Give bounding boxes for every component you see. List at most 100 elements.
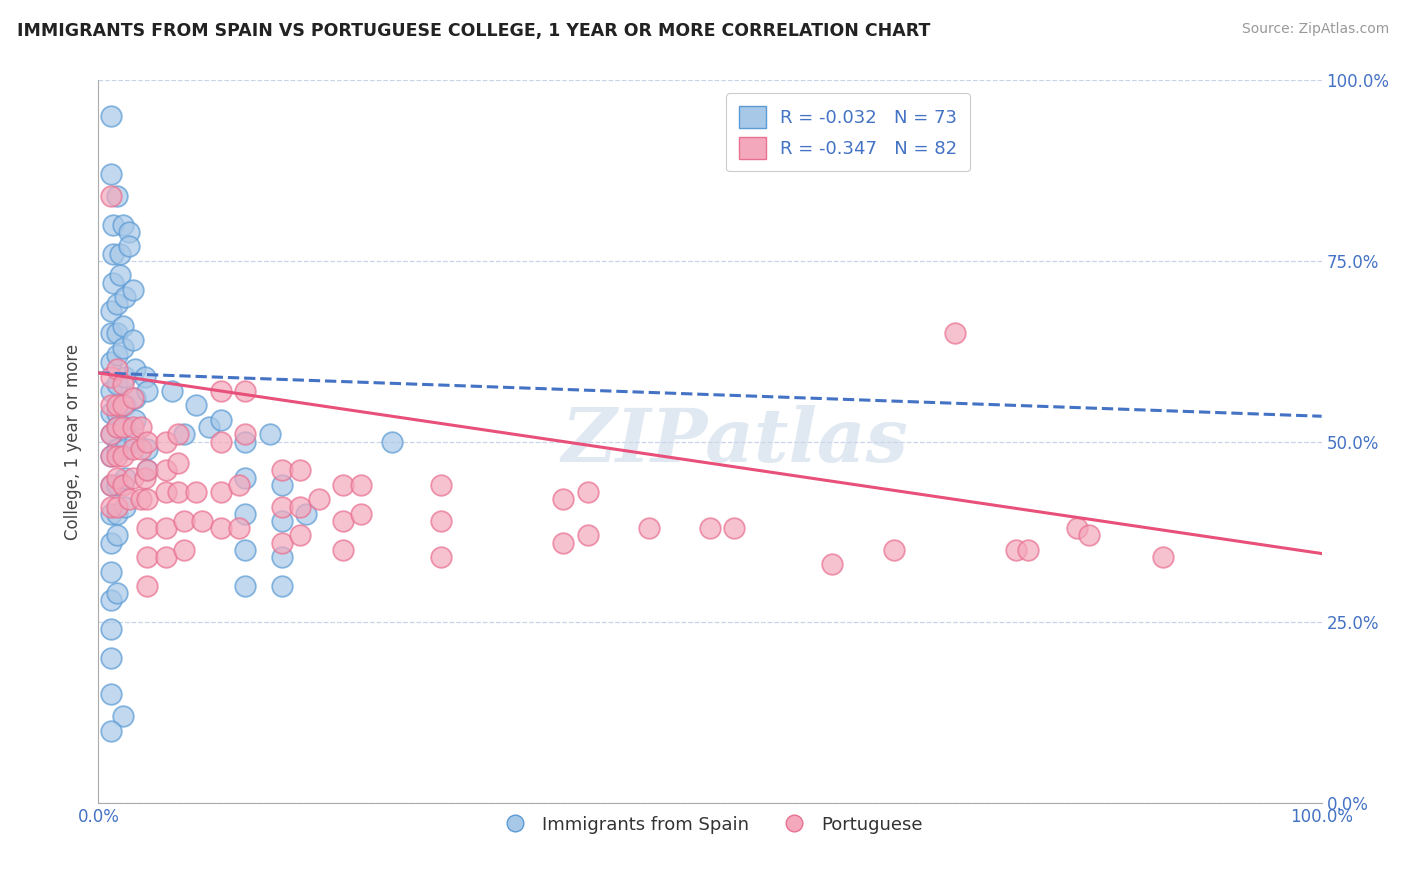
Point [136, 521, 159, 535]
Point [100, 427, 122, 442]
Point [270, 500, 294, 514]
Point [100, 687, 122, 701]
Point [100, 369, 122, 384]
Point [105, 362, 128, 376]
Point [121, 442, 143, 456]
Point [290, 463, 312, 477]
Point [233, 579, 256, 593]
Point [209, 485, 232, 500]
Point [105, 449, 128, 463]
Point [136, 463, 159, 477]
Point [332, 542, 354, 557]
Point [105, 348, 128, 362]
Point [110, 246, 132, 260]
Point [111, 449, 134, 463]
Point [118, 492, 141, 507]
Point [100, 593, 122, 607]
Point [100, 535, 122, 549]
Point [723, 521, 745, 535]
Point [155, 485, 177, 500]
Point [350, 478, 373, 492]
Point [124, 434, 146, 449]
Point [136, 492, 159, 507]
Point [105, 420, 128, 434]
Point [105, 500, 128, 514]
Point [100, 326, 122, 340]
Point [160, 384, 183, 398]
Point [155, 550, 177, 565]
Point [821, 558, 844, 572]
Text: Source: ZipAtlas.com: Source: ZipAtlas.com [1241, 22, 1389, 37]
Point [332, 514, 354, 528]
Point [100, 723, 122, 738]
Point [100, 478, 122, 492]
Point [100, 478, 122, 492]
Point [883, 542, 905, 557]
Point [134, 369, 156, 384]
Point [105, 420, 128, 434]
Point [111, 709, 134, 723]
Point [637, 521, 661, 535]
Point [101, 246, 124, 260]
Point [100, 449, 122, 463]
Point [430, 514, 453, 528]
Point [101, 218, 124, 232]
Point [114, 369, 136, 384]
Point [332, 478, 354, 492]
Point [100, 189, 122, 203]
Point [1017, 542, 1039, 557]
Point [124, 391, 146, 405]
Point [111, 376, 134, 391]
Point [100, 384, 122, 398]
Point [136, 434, 159, 449]
Point [228, 478, 250, 492]
Point [167, 485, 190, 500]
Point [553, 535, 575, 549]
Point [100, 651, 122, 665]
Point [1152, 550, 1174, 565]
Point [124, 362, 146, 376]
Point [270, 550, 294, 565]
Point [100, 110, 122, 124]
Point [155, 463, 177, 477]
Point [105, 326, 128, 340]
Point [270, 514, 294, 528]
Point [100, 406, 122, 420]
Point [350, 507, 373, 521]
Point [228, 521, 250, 535]
Point [136, 384, 159, 398]
Point [100, 500, 122, 514]
Point [186, 485, 208, 500]
Point [173, 542, 195, 557]
Point [114, 420, 136, 434]
Point [167, 456, 190, 470]
Point [136, 579, 159, 593]
Point [290, 500, 312, 514]
Point [233, 434, 256, 449]
Point [209, 413, 232, 427]
Point [105, 507, 128, 521]
Point [233, 507, 256, 521]
Point [100, 355, 122, 369]
Point [129, 492, 152, 507]
Point [100, 623, 122, 637]
Point [186, 398, 208, 412]
Text: ZIPatlas: ZIPatlas [561, 405, 908, 478]
Point [100, 449, 122, 463]
Point [270, 579, 294, 593]
Point [290, 528, 312, 542]
Point [121, 334, 143, 348]
Point [100, 304, 122, 318]
Point [209, 521, 232, 535]
Point [270, 463, 294, 477]
Point [101, 276, 124, 290]
Point [233, 470, 256, 484]
Point [197, 420, 219, 434]
Point [111, 341, 134, 355]
Point [295, 507, 318, 521]
Point [114, 398, 136, 412]
Point [105, 406, 128, 420]
Text: IMMIGRANTS FROM SPAIN VS PORTUGUESE COLLEGE, 1 YEAR OR MORE CORRELATION CHART: IMMIGRANTS FROM SPAIN VS PORTUGUESE COLL… [17, 22, 931, 40]
Point [100, 507, 122, 521]
Point [129, 420, 152, 434]
